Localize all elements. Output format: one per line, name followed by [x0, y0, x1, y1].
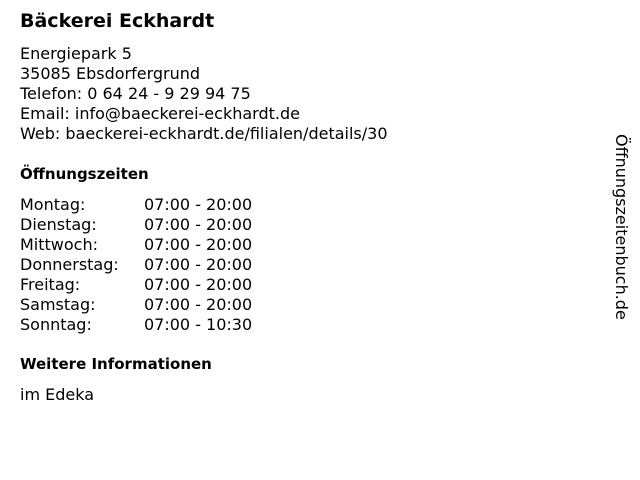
street: Energiepark 5 [20, 44, 132, 63]
phone: Telefon: 0 64 24 - 9 29 94 75 [20, 84, 251, 103]
hours-row: Donnerstag: 07:00 - 20:00 [20, 255, 252, 275]
website: Web: baeckerei-eckhardt.de/filialen/deta… [20, 124, 388, 143]
hours-row: Mittwoch: 07:00 - 20:00 [20, 235, 252, 255]
info-text: im Edeka [20, 385, 95, 404]
business-name: Bäckerei Eckhardt [20, 10, 215, 32]
time: 07:00 - 10:30 [144, 315, 253, 334]
day: Dienstag: [20, 215, 97, 234]
time: 07:00 - 20:00 [144, 295, 253, 314]
day: Samstag: [20, 295, 96, 314]
info-heading: Weitere Informationen [20, 355, 212, 373]
city: 35085 Ebsdorfergrund [20, 64, 201, 83]
time: 07:00 - 20:00 [144, 215, 253, 234]
time: 07:00 - 20:00 [144, 195, 253, 214]
time: 07:00 - 20:00 [144, 235, 253, 254]
day: Freitag: [20, 275, 81, 294]
hours-row: Dienstag: 07:00 - 20:00 [20, 215, 252, 235]
hours-row: Samstag: 07:00 - 20:00 [20, 295, 252, 315]
day: Montag: [20, 195, 86, 214]
time: 07:00 - 20:00 [144, 275, 253, 294]
side-brand: Öffnungszeitenbuch.de [612, 134, 631, 320]
hours-heading: Öffnungszeiten [20, 165, 149, 183]
time: 07:00 - 20:00 [144, 255, 253, 274]
hours-row: Freitag: 07:00 - 20:00 [20, 275, 252, 295]
hours-table: Montag: 07:00 - 20:00 Dienstag: 07:00 - 20… [20, 195, 252, 335]
email: Email: info@baeckerei-eckhardt.de [20, 104, 300, 123]
day: Mittwoch: [20, 235, 98, 254]
hours-row: Montag: 07:00 - 20:00 [20, 195, 252, 215]
hours-row: Sonntag: 07:00 - 10:30 [20, 315, 252, 335]
day: Donnerstag: [20, 255, 119, 274]
day: Sonntag: [20, 315, 92, 334]
address-block: Energiepark 5 35085 Ebsdorfergrund Telef… [20, 44, 388, 144]
